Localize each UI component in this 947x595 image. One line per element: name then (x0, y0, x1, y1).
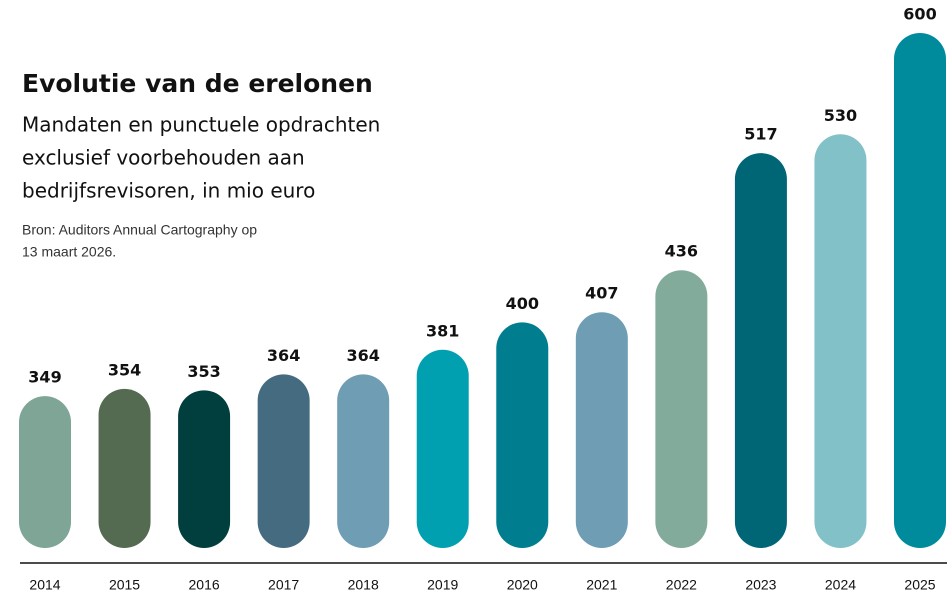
x-tick-label: 2025 (904, 577, 935, 593)
chart-title: Evolutie van de erelonen (22, 69, 373, 98)
value-label: 354 (108, 360, 141, 379)
value-label: 400 (506, 294, 539, 313)
value-label: 600 (903, 5, 936, 24)
x-tick-label: 2015 (109, 577, 140, 593)
x-tick-label: 2022 (666, 577, 697, 593)
bar (257, 374, 310, 548)
x-tick-label: 2024 (825, 577, 856, 593)
bar (655, 270, 708, 548)
value-label: 381 (426, 321, 459, 340)
subtitle: bedrijfsrevisoren, in mio euro (22, 179, 315, 203)
bar (19, 396, 71, 548)
bar (496, 322, 549, 548)
x-tick-label: 2020 (507, 577, 538, 593)
bar (178, 390, 231, 548)
x-tick-label: 2023 (745, 577, 776, 593)
value-label: 364 (346, 346, 379, 365)
subtitle: Mandaten en punctuele opdrachten (22, 113, 380, 137)
x-tick-label: 2021 (586, 577, 617, 593)
bar (814, 134, 867, 548)
source: Bron: Auditors Annual Cartography op (22, 222, 257, 238)
subtitle: exclusief voorbehouden aan (22, 146, 305, 170)
bar (575, 312, 628, 548)
bar (337, 374, 390, 548)
x-tick-label: 2017 (268, 577, 299, 593)
bar (416, 349, 469, 548)
bar (734, 153, 787, 548)
x-tick-label: 2018 (348, 577, 379, 593)
value-label: 364 (267, 346, 300, 365)
bar (98, 388, 151, 548)
value-label: 353 (187, 362, 220, 381)
value-label: 349 (28, 368, 61, 387)
x-tick-label: 2019 (427, 577, 458, 593)
value-label: 517 (744, 125, 777, 144)
value-label: 436 (665, 242, 698, 261)
x-tick-label: 2016 (189, 577, 220, 593)
bar (894, 33, 946, 548)
value-label: 407 (585, 284, 618, 303)
source: 13 maart 2026. (22, 244, 116, 260)
value-label: 530 (824, 106, 857, 125)
x-tick-label: 2014 (29, 577, 60, 593)
